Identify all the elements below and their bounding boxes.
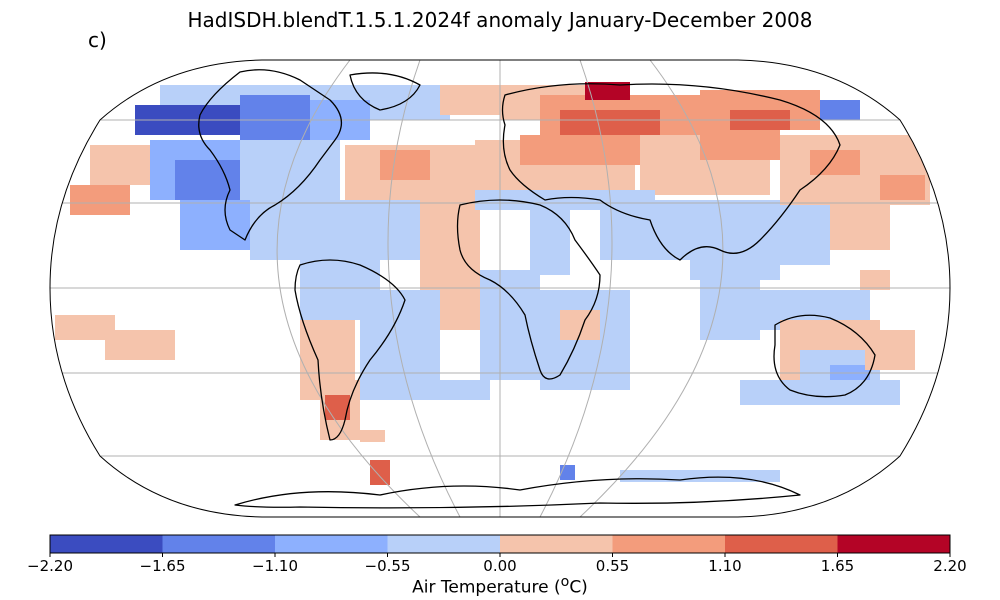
coastline-eurasia bbox=[501, 83, 841, 261]
anomaly-cell bbox=[530, 205, 570, 275]
anomaly-cell bbox=[780, 205, 830, 265]
colorbar-segment bbox=[837, 535, 951, 553]
colorbar-tick-label: −1.10 bbox=[252, 557, 298, 575]
anomaly-cell bbox=[370, 460, 390, 485]
colorbar-tick-label: 1.65 bbox=[820, 557, 855, 575]
anomaly-cell bbox=[360, 290, 440, 380]
anomaly-cell bbox=[360, 430, 385, 442]
anomaly-cell bbox=[180, 200, 250, 250]
anomaly-cell bbox=[105, 330, 175, 360]
colorbar-segment bbox=[275, 535, 388, 553]
colorbar-label-prefix: Air Temperature ( bbox=[412, 577, 561, 598]
colorbar-tick-label: −0.55 bbox=[364, 557, 411, 575]
anomaly-cell bbox=[700, 130, 780, 160]
colorbar-segment bbox=[162, 535, 276, 553]
colorbar-label-suffix: C) bbox=[569, 577, 588, 598]
anomaly-cell bbox=[690, 200, 780, 280]
colorbar-tick-label: 2.20 bbox=[933, 557, 967, 575]
anomaly-cell bbox=[250, 200, 420, 260]
anomaly-cell bbox=[420, 200, 480, 290]
colorbar-segment bbox=[500, 535, 613, 553]
anomaly-cell bbox=[585, 82, 630, 100]
anomaly-cell bbox=[440, 290, 480, 330]
anomaly-cell bbox=[810, 150, 860, 175]
anomaly-cell bbox=[740, 380, 900, 405]
colorbar-segment bbox=[725, 535, 838, 553]
anomaly-cell bbox=[90, 145, 150, 185]
coastline-antarctica bbox=[234, 476, 801, 509]
colorbar-segment bbox=[612, 535, 726, 553]
anomaly-cell bbox=[360, 380, 490, 400]
anomaly-cell bbox=[560, 465, 575, 480]
colorbar-frame bbox=[49, 534, 951, 554]
anomaly-cell bbox=[860, 270, 890, 290]
anomaly-field bbox=[55, 82, 930, 485]
anomaly-cell bbox=[70, 185, 130, 215]
colorbar-segment bbox=[50, 535, 163, 553]
anomaly-cell bbox=[880, 175, 925, 200]
coastline-africa bbox=[456, 199, 601, 380]
panel-label: c) bbox=[88, 28, 107, 52]
anomaly-cell bbox=[175, 160, 240, 200]
colorbar-tick-label: 0.55 bbox=[595, 557, 630, 575]
coastline-south-america bbox=[294, 259, 406, 441]
meridian-30e bbox=[539, 60, 613, 517]
meridian-30w bbox=[387, 60, 461, 517]
coastline-australia bbox=[773, 314, 876, 398]
colorbar-tick-label: −1.65 bbox=[139, 557, 186, 575]
anomaly-cell bbox=[830, 200, 890, 250]
colorbar-label: Air Temperature (oC) bbox=[0, 574, 1000, 598]
anomaly-cell bbox=[440, 85, 500, 115]
coastline-north-america bbox=[198, 69, 342, 241]
anomaly-cell bbox=[520, 135, 650, 165]
colorbar-segment bbox=[387, 535, 501, 553]
coastline-greenland bbox=[349, 72, 421, 111]
anomaly-cell bbox=[240, 95, 310, 140]
anomaly-cell bbox=[380, 150, 430, 180]
colorbar-tick-label: 0.00 bbox=[483, 557, 517, 575]
anomaly-cell bbox=[700, 280, 760, 340]
chart-title: HadISDH.blendT.1.5.1.2024f anomaly Janua… bbox=[187, 8, 813, 32]
colorbar-tick-label: 1.10 bbox=[708, 557, 742, 575]
colorbar-tick-label: −2.20 bbox=[27, 557, 73, 575]
colorbar bbox=[49, 535, 951, 557]
globe-outline bbox=[49, 59, 951, 518]
meridian-60e bbox=[579, 60, 724, 517]
graticule bbox=[50, 60, 950, 517]
coastlines bbox=[198, 69, 876, 509]
meridian-60w bbox=[276, 60, 421, 517]
anomaly-cell bbox=[480, 270, 540, 380]
anomaly-cell bbox=[820, 100, 860, 120]
colorbar-label-superscript: o bbox=[560, 574, 570, 590]
